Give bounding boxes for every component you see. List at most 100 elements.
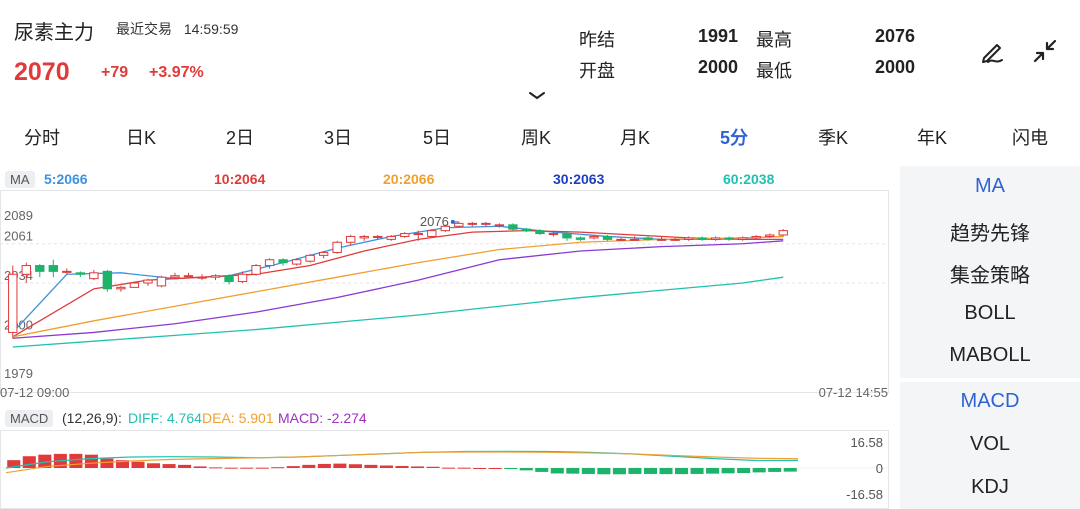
candle-2	[35, 264, 45, 278]
y-tick-label-4: 1979	[4, 366, 33, 381]
candle-1	[21, 262, 31, 283]
macd-bar-31	[488, 468, 502, 469]
sub-indicator-option-0[interactable]: MACD	[960, 390, 1020, 412]
macd-bar-43	[675, 468, 689, 475]
dea-value: DEA: 5.901	[202, 410, 274, 426]
macd-bar-15	[240, 467, 254, 469]
macd-bar-18	[286, 466, 300, 468]
pen-icon[interactable]	[976, 34, 1010, 68]
sub-indicator-option-2[interactable]: KDJ	[971, 476, 1009, 498]
tab-2[interactable]: 2日	[225, 128, 255, 148]
tab-1[interactable]: 日K	[125, 128, 157, 148]
macd-badge[interactable]: MACD	[5, 410, 54, 427]
ma-line-ma60	[12, 276, 784, 348]
tab-8[interactable]: 季K	[817, 128, 849, 148]
macd-bar-5	[84, 454, 98, 468]
candle-52	[710, 236, 721, 241]
max-annotation-label: 2076	[420, 214, 449, 229]
candle-53	[724, 236, 734, 241]
candle-20	[278, 258, 288, 266]
indicator-option-0[interactable]: MA	[975, 175, 1005, 197]
indicator-panel-upper	[900, 166, 1080, 378]
macd-bar-21	[333, 463, 347, 468]
indicator-option-4[interactable]: MABOLL	[949, 344, 1031, 366]
x-tick-label-start: 07-12 09:00	[0, 385, 69, 400]
candle-42	[575, 236, 586, 241]
macd-value: MACD: -2.274	[278, 410, 367, 426]
candle-4	[62, 268, 72, 275]
macd-bar-38	[597, 468, 611, 475]
high-value: 2076	[874, 26, 915, 46]
tab-9[interactable]: 年K	[916, 128, 948, 148]
sub-indicator-option-1[interactable]: VOL	[969, 433, 1011, 455]
indicator-option-2[interactable]: 集金策略	[950, 265, 1030, 287]
candle-3	[48, 259, 59, 278]
macd-bar-29	[457, 467, 471, 469]
x-tick-label-end: 07-12 14:55	[819, 385, 888, 400]
ma5-value: 5:2066	[44, 171, 88, 187]
candle-5	[75, 271, 86, 278]
macd-bar-30	[473, 468, 487, 469]
chevron-down-icon[interactable]	[528, 88, 546, 106]
candle-45	[616, 237, 626, 241]
macd-bar-44	[690, 468, 704, 474]
candle-23	[318, 251, 329, 259]
macd-bar-37	[581, 468, 595, 474]
candle-50	[683, 236, 694, 241]
macd-bar-12	[193, 466, 207, 468]
indicator-option-3[interactable]: BOLL	[964, 302, 1016, 324]
collapse-icon[interactable]	[1028, 34, 1062, 68]
y-tick-label-1: 2061	[4, 229, 33, 244]
macd-bar-42	[659, 468, 673, 475]
macd-bar-47	[737, 468, 751, 474]
candle-11	[156, 275, 167, 288]
indicator-option-1[interactable]: 趋势先锋	[950, 223, 1030, 245]
candle-32	[440, 224, 451, 233]
macd-chart[interactable]: 16.58 0 -16.58	[0, 430, 890, 509]
candle-27	[373, 235, 383, 240]
candle-37	[508, 223, 518, 231]
macd-bar-17	[271, 467, 285, 469]
macd-bar-13	[209, 467, 223, 469]
macd-bar-26	[411, 466, 425, 468]
ma10-value: 10:2064	[214, 171, 266, 187]
tab-5[interactable]: 周K	[520, 128, 552, 148]
open-label: 开盘	[579, 61, 615, 81]
candle-55	[751, 235, 761, 240]
macd-bar-4	[69, 453, 83, 468]
tab-7[interactable]: 5分	[719, 128, 749, 148]
low-label: 最低	[756, 61, 792, 81]
contract-title: 尿素主力	[14, 22, 94, 44]
macd-bar-6	[100, 458, 114, 468]
macd-bar-20	[317, 463, 331, 468]
open-value: 2000	[697, 57, 738, 77]
tab-4[interactable]: 5日	[422, 128, 452, 148]
tab-3[interactable]: 3日	[323, 128, 353, 148]
candle-35	[481, 221, 491, 227]
candle-12	[170, 272, 180, 279]
macd-bar-46	[721, 468, 735, 474]
candle-17	[237, 271, 248, 283]
ma-badge[interactable]: MA	[5, 171, 35, 188]
candle-48	[656, 236, 667, 241]
macd-tick-label-0: 16.58	[850, 435, 883, 450]
candle-25	[345, 235, 356, 246]
candle-15	[210, 274, 221, 281]
macd-bar-27	[426, 466, 440, 468]
macd-bar-49	[768, 468, 782, 472]
macd-bar-11	[178, 464, 192, 468]
tab-6[interactable]: 月K	[619, 128, 651, 148]
tab-10[interactable]: 闪电	[1012, 128, 1048, 148]
candle-44	[602, 235, 613, 241]
candle-40	[548, 230, 559, 237]
high-label: 最高	[756, 30, 792, 50]
macd-bar-8	[131, 461, 145, 468]
candle-26	[359, 235, 369, 241]
tab-0[interactable]: 分时	[24, 128, 60, 148]
macd-bar-41	[643, 468, 657, 474]
max-annotation-dot	[450, 219, 455, 224]
prev-settle-value: 1991	[697, 26, 738, 46]
candle-21	[291, 258, 302, 266]
low-value: 2000	[874, 57, 915, 77]
